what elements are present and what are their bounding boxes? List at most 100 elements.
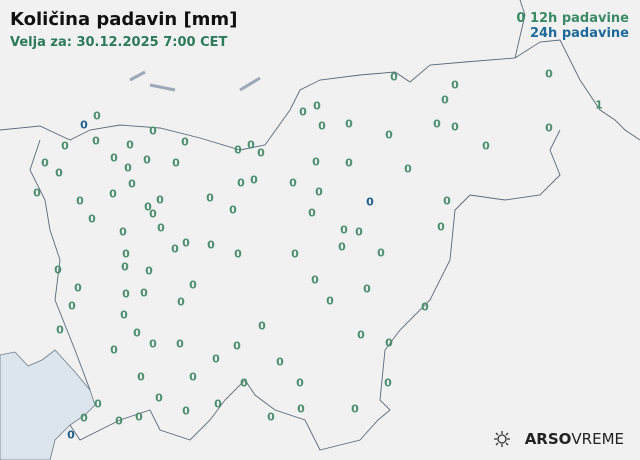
station-value: 0 xyxy=(377,246,385,260)
station-value: 0 xyxy=(433,117,441,131)
station-value: 0 xyxy=(172,156,180,170)
station-value: 0 xyxy=(289,176,297,190)
station-value: 0 xyxy=(145,264,153,278)
station-value: 0 xyxy=(297,402,305,416)
station-value: 0 xyxy=(126,138,134,152)
station-value: 0 xyxy=(93,109,101,123)
arso-brand: ARSOVREME xyxy=(493,430,624,448)
station-value: 0 xyxy=(240,376,248,390)
station-value: 0 xyxy=(345,117,353,131)
station-value: 0 xyxy=(351,402,359,416)
station-value: 0 xyxy=(308,206,316,220)
station-value: 0 xyxy=(143,153,151,167)
station-value: 0 xyxy=(276,355,284,369)
legend-24h: 24h padavine xyxy=(529,26,629,41)
station-value: 0 xyxy=(233,339,241,353)
station-value: 0 xyxy=(206,191,214,205)
station-value: 0 xyxy=(291,247,299,261)
station-value: 1 xyxy=(595,98,603,112)
station-value: 0 xyxy=(119,225,127,239)
station-value: 0 xyxy=(92,134,100,148)
station-value: 0 xyxy=(437,220,445,234)
station-value: 0 xyxy=(149,207,157,221)
station-value: 0 xyxy=(313,99,321,113)
station-value: 0 xyxy=(390,70,398,84)
station-value: 0 xyxy=(296,376,304,390)
station-value: 0 xyxy=(366,195,374,209)
station-value: 0 xyxy=(144,200,152,214)
station-value: 0 xyxy=(214,397,222,411)
station-value: 0 xyxy=(88,212,96,226)
station-value: 0 xyxy=(133,326,141,340)
station-value: 0 xyxy=(247,138,255,152)
legend-12h: 0 12h padavine xyxy=(516,11,629,26)
station-value: 0 xyxy=(338,240,346,254)
station-value: 0 xyxy=(189,370,197,384)
station-value: 0 xyxy=(54,263,62,277)
station-value: 0 xyxy=(149,124,157,138)
station-value: 0 xyxy=(55,166,63,180)
station-value: 0 xyxy=(299,105,307,119)
station-value: 0 xyxy=(312,155,320,169)
station-value: 0 xyxy=(345,156,353,170)
station-value: 0 xyxy=(212,352,220,366)
station-value: 0 xyxy=(61,139,69,153)
station-value: 0 xyxy=(135,410,143,424)
station-value: 0 xyxy=(384,376,392,390)
station-value: 0 xyxy=(76,194,84,208)
station-value: 0 xyxy=(140,286,148,300)
station-value: 0 xyxy=(33,186,41,200)
station-value: 0 xyxy=(545,121,553,135)
station-value: 0 xyxy=(234,143,242,157)
station-value: 0 xyxy=(122,247,130,261)
station-value: 0 xyxy=(177,295,185,309)
station-value: 0 xyxy=(355,225,363,239)
station-value: 0 xyxy=(68,299,76,313)
station-value: 0 xyxy=(311,273,319,287)
station-value: 0 xyxy=(404,162,412,176)
station-value: 0 xyxy=(156,193,164,207)
station-value: 0 xyxy=(363,282,371,296)
station-value: 0 xyxy=(128,177,136,191)
station-value: 0 xyxy=(443,194,451,208)
station-value: 0 xyxy=(181,135,189,149)
station-value: 0 xyxy=(451,78,459,92)
station-value: 0 xyxy=(189,278,197,292)
station-value: 0 xyxy=(482,139,490,153)
station-value: 0 xyxy=(385,336,393,350)
station-value: 0 xyxy=(357,328,365,342)
station-value: 0 xyxy=(121,260,129,274)
station-value: 0 xyxy=(267,410,275,424)
station-value: 0 xyxy=(318,119,326,133)
station-value: 0 xyxy=(545,67,553,81)
station-value: 0 xyxy=(237,176,245,190)
station-value: 0 xyxy=(122,287,130,301)
station-value: 0 xyxy=(155,391,163,405)
station-value: 0 xyxy=(74,281,82,295)
station-value: 0 xyxy=(257,146,265,160)
station-value: 0 xyxy=(441,93,449,107)
station-value: 0 xyxy=(109,187,117,201)
station-value: 0 xyxy=(120,308,128,322)
station-value: 0 xyxy=(124,161,132,175)
map-title: Količina padavin [mm] xyxy=(10,9,238,30)
station-value: 0 xyxy=(182,236,190,250)
valid-time: Velja za: 30.12.2025 7:00 CET xyxy=(10,35,228,50)
station-value: 0 xyxy=(94,397,102,411)
station-value: 0 xyxy=(176,337,184,351)
station-value: 0 xyxy=(385,128,393,142)
station-value: 0 xyxy=(315,185,323,199)
station-value: 0 xyxy=(115,414,123,428)
legend: 0 12h padavine 24h padavine xyxy=(516,11,629,41)
station-value: 0 xyxy=(41,156,49,170)
station-value: 0 xyxy=(182,404,190,418)
station-value: 0 xyxy=(137,370,145,384)
station-value: 0 xyxy=(250,173,258,187)
station-value: 0 xyxy=(80,411,88,425)
station-value: 0 xyxy=(157,221,165,235)
sea xyxy=(0,349,96,460)
station-value: 0 xyxy=(258,319,266,333)
station-value: 0 xyxy=(451,120,459,134)
